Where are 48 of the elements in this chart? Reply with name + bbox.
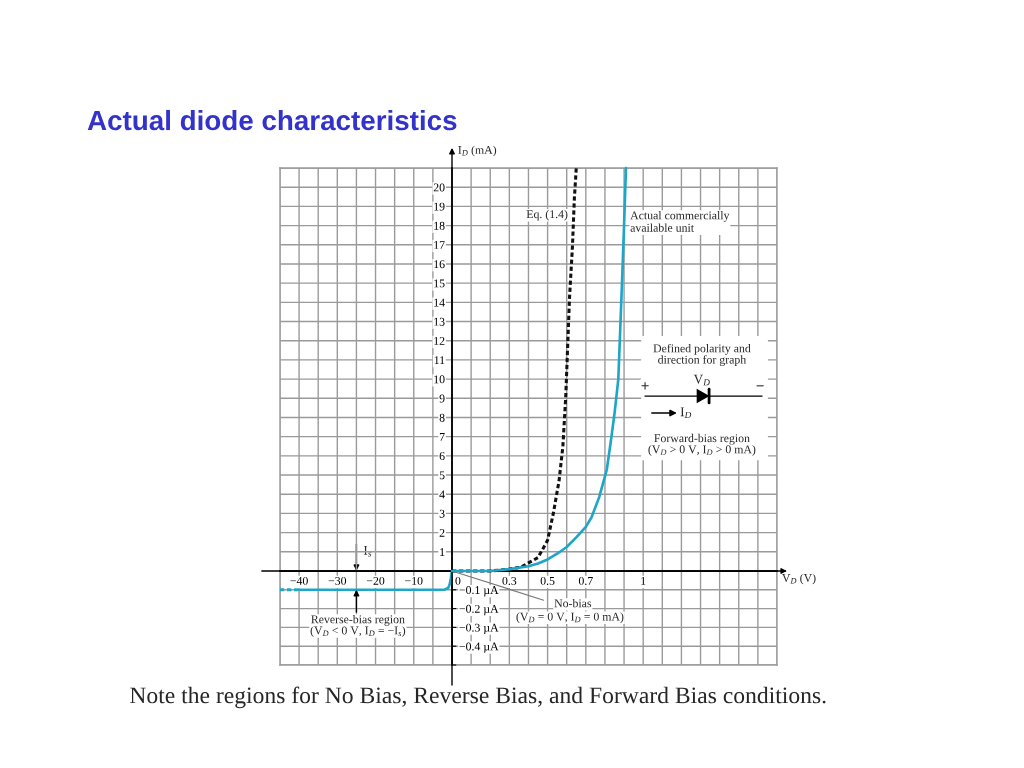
x-tick-label: −40 xyxy=(290,576,308,585)
annotation: No-bias xyxy=(554,598,592,608)
annotation: Defined polarity and direction for graph xyxy=(653,343,751,367)
y-tick-label: 7 xyxy=(439,433,445,441)
y-tick-label: 2 xyxy=(439,528,445,537)
y-tick-label: 14 xyxy=(434,298,445,307)
annotation: (V$_{D}$ = 0 V, I$_{D}$ = 0 mA) xyxy=(516,612,624,624)
x-tick-label: 0 xyxy=(455,576,461,585)
y-tick-label: −0.4 µA xyxy=(459,642,499,653)
annotation: − xyxy=(756,385,764,387)
y-tick-label: 10 xyxy=(434,375,445,384)
y-tick-label: 6 xyxy=(439,452,445,461)
y-tick-label: 18 xyxy=(434,221,445,230)
annotation: + xyxy=(641,382,649,390)
series-label: Eq. (1.4) xyxy=(526,209,568,221)
series-label: Actual commercially available unit xyxy=(630,211,730,232)
x-tick-label: 0.5 xyxy=(540,576,555,585)
x-tick-label: 0.3 xyxy=(502,576,517,585)
x-tick-label: −20 xyxy=(366,576,385,585)
annotation: Forward-bias region (V$_{D}$ > 0 V, I$_{D}$ > 0 mA) xyxy=(648,433,756,456)
chart-title: Actual diode characteristics xyxy=(87,109,457,131)
y-tick-label: 5 xyxy=(439,471,445,480)
y-tick-label: 8 xyxy=(439,413,445,422)
x-tick-label: −10 xyxy=(405,576,423,585)
y-tick-label: 1 xyxy=(440,548,445,556)
y-tick-label: 13 xyxy=(434,317,445,326)
y-tick-label: 3 xyxy=(439,509,445,518)
y-axis-title: I$_{D}$ (mA) xyxy=(458,145,497,157)
x-tick-label: −30 xyxy=(328,576,347,585)
y-tick-label: 15 xyxy=(434,279,445,288)
y-tick-label: 12 xyxy=(434,336,445,345)
annotation: V$_{D}$ xyxy=(693,374,710,386)
y-tick-label: 4 xyxy=(439,490,445,499)
annotation: I$_{D}$ xyxy=(680,407,692,418)
y-tick-label: 9 xyxy=(439,394,445,403)
annotation: Reverse-bias region (V$_{D}$ < 0 V, I$_{D}$ = −I$_{s}$) xyxy=(310,614,406,637)
y-tick-label: −0.3 µA xyxy=(459,623,499,635)
y-tick-label: 16 xyxy=(434,260,445,269)
y-tick-label: 11 xyxy=(434,356,445,364)
x-axis-title: V$_{D}$ (V) xyxy=(782,573,816,585)
y-tick-label: 17 xyxy=(434,241,445,249)
text: Note the regions for No Bias, Reverse Bias, and Forward Bias conditions. xyxy=(130,686,826,709)
y-tick-label: −0.1 µA xyxy=(459,586,499,597)
y-tick-label: 20 xyxy=(433,183,445,192)
y-tick-label: 19 xyxy=(434,202,445,211)
x-tick-label: 0.7 xyxy=(578,576,593,585)
x-tick-label: 1 xyxy=(641,576,646,585)
y-tick-label: −0.2 µA xyxy=(459,604,499,616)
